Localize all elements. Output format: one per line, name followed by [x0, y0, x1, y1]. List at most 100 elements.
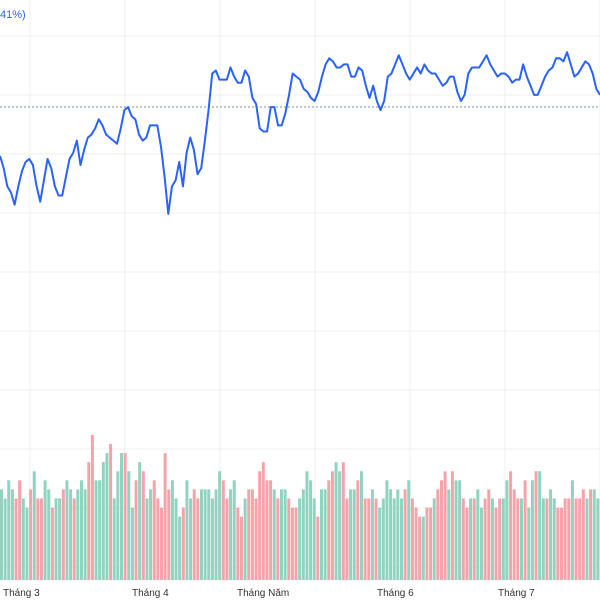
volume-bar: [512, 489, 516, 581]
volume-bar: [509, 471, 513, 580]
volume-bar: [320, 489, 323, 581]
volume-bar: [454, 480, 458, 580]
volume-bar: [363, 498, 367, 580]
x-tick-label: Tháng 6: [377, 588, 414, 599]
volume-bar: [247, 489, 251, 581]
volume-bar: [94, 480, 98, 580]
volume-bar: [14, 498, 18, 580]
volume-bar: [349, 489, 353, 581]
volume-bar: [50, 507, 54, 580]
volume-bar: [490, 498, 494, 580]
x-tick-label: Tháng 7: [498, 588, 535, 599]
volume-bar: [76, 489, 80, 581]
volume-bar: [534, 471, 538, 580]
volume-bar: [596, 498, 600, 580]
volume-bar: [134, 480, 138, 580]
volume-bar: [210, 498, 214, 580]
volume-bar: [581, 489, 585, 581]
volume-bar: [116, 471, 120, 580]
change-percent-label: 41%): [0, 9, 26, 21]
volume-bar: [163, 453, 167, 581]
volume-bar: [578, 498, 582, 580]
volume-bar: [505, 480, 509, 580]
volume-bar: [589, 489, 593, 581]
volume-bar: [214, 489, 218, 581]
volume-bar: [254, 498, 258, 580]
volume-bar: [530, 480, 534, 580]
x-tick-label: Tháng 4: [132, 588, 169, 599]
volume-bar: [385, 480, 389, 580]
volume-bar: [556, 507, 560, 580]
volume-bar: [25, 507, 29, 580]
volume-bar: [138, 462, 142, 580]
price-line-group: [0, 51, 600, 215]
volume-bar: [229, 489, 233, 581]
volume-bar: [367, 498, 371, 580]
volume-bar: [272, 489, 276, 581]
volume-bar: [127, 471, 131, 580]
volume-bar: [181, 507, 185, 580]
volume-bar: [476, 489, 480, 581]
volume-bar: [374, 498, 378, 580]
volume-bar: [178, 516, 182, 580]
volume-bar: [240, 516, 243, 580]
volume-bar: [585, 498, 589, 580]
volume-bar: [280, 489, 283, 581]
volume-bar: [200, 489, 203, 581]
volume-bar: [538, 471, 542, 580]
volume-bar: [378, 507, 382, 580]
volume-bar: [425, 507, 429, 580]
volume-bar: [549, 489, 553, 581]
volume-bar: [458, 480, 462, 580]
volume-bar: [290, 507, 294, 580]
volume-bar: [98, 480, 102, 580]
volume-bar: [338, 471, 342, 580]
x-tick-label: Tháng Năm: [237, 588, 289, 599]
volume-bar: [47, 489, 51, 581]
volume-bar: [43, 480, 47, 580]
volume-bar: [567, 498, 571, 580]
volume-bar: [243, 498, 247, 580]
volume-bar: [592, 489, 596, 581]
volume-bar: [421, 516, 425, 580]
volume-bar: [225, 498, 229, 580]
volume-bar: [40, 498, 43, 580]
volume-bar: [334, 462, 338, 580]
volume-bar: [287, 498, 291, 580]
volume-bar: [516, 498, 520, 580]
volume-bar: [90, 435, 94, 580]
volume-bar: [58, 498, 62, 580]
volume-bar: [170, 480, 174, 580]
volume-bar: [501, 498, 505, 580]
volume-bar: [429, 507, 433, 580]
volume-bar: [469, 498, 473, 580]
volume-bar: [192, 489, 196, 581]
volume-bar: [167, 489, 171, 581]
price-line: [0, 51, 600, 215]
volume-bar: [218, 471, 222, 580]
volume-bar: [112, 498, 116, 580]
volume-bar: [345, 498, 349, 580]
volume-bar: [101, 462, 105, 580]
volume-bar: [341, 462, 345, 580]
volume-bar: [360, 471, 363, 580]
volume-bar: [21, 498, 25, 580]
volume-bar: [130, 507, 134, 580]
volume-bar: [436, 489, 440, 581]
volume-bar: [18, 480, 22, 580]
volume-bar: [7, 480, 11, 580]
volume-bar: [236, 507, 240, 580]
volume-bar: [523, 480, 527, 580]
volume-bar: [207, 489, 211, 581]
volume-bar: [203, 489, 207, 581]
volume-bar: [189, 498, 193, 580]
volume-bar: [149, 489, 153, 581]
volume-bar: [396, 489, 400, 581]
volume-bar: [440, 480, 443, 580]
volume-bar: [443, 471, 447, 580]
volume-bar: [389, 489, 393, 581]
volume-bar: [480, 507, 483, 580]
volume-bar: [283, 489, 287, 581]
